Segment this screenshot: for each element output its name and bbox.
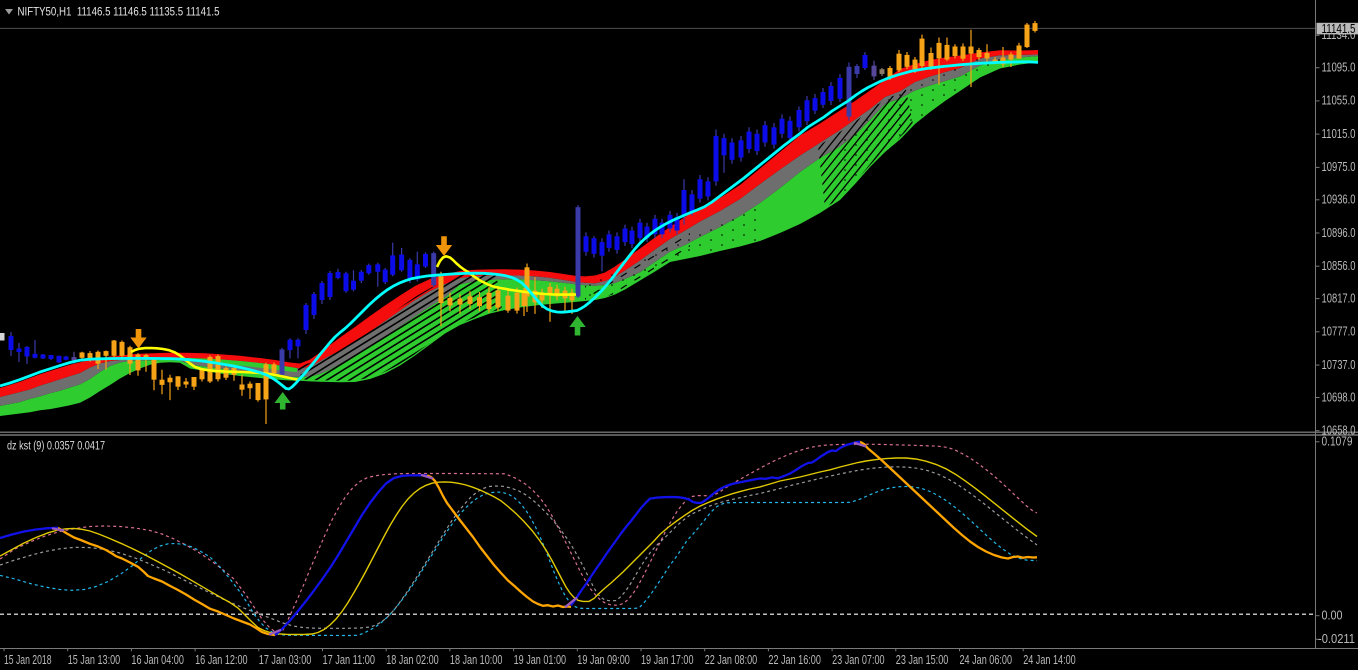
- svg-text:16 Jan 04:00: 16 Jan 04:00: [131, 653, 184, 667]
- svg-text:10817.0: 10817.0: [1322, 291, 1356, 305]
- svg-text:22 Jan 16:00: 22 Jan 16:00: [768, 653, 821, 667]
- svg-text:10856.0: 10856.0: [1322, 259, 1356, 273]
- svg-text:10896.0: 10896.0: [1322, 226, 1356, 240]
- svg-text:10936.0: 10936.0: [1322, 193, 1356, 207]
- svg-text:10975.0: 10975.0: [1322, 160, 1356, 174]
- svg-text:11095.0: 11095.0: [1322, 61, 1356, 75]
- svg-text:15 Jan 2018: 15 Jan 2018: [4, 653, 52, 667]
- svg-text:dz kst (9) 0.0357 0.0417: dz kst (9) 0.0357 0.0417: [7, 441, 105, 453]
- svg-text:22 Jan 08:00: 22 Jan 08:00: [705, 653, 758, 667]
- svg-text:10698.0: 10698.0: [1322, 390, 1356, 404]
- svg-text:18 Jan 02:00: 18 Jan 02:00: [386, 653, 439, 667]
- svg-text:19 Jan 09:00: 19 Jan 09:00: [577, 653, 630, 667]
- svg-text:0.00: 0.00: [1322, 609, 1343, 623]
- svg-text:11141.5: 11141.5: [1322, 22, 1356, 36]
- svg-text:24 Jan 06:00: 24 Jan 06:00: [960, 653, 1013, 667]
- svg-text:0.1079: 0.1079: [1322, 435, 1353, 449]
- svg-text:-0.0211: -0.0211: [1318, 632, 1355, 646]
- svg-text:16 Jan 12:00: 16 Jan 12:00: [195, 653, 248, 667]
- svg-text:18 Jan 10:00: 18 Jan 10:00: [450, 653, 503, 667]
- svg-text:23 Jan 07:00: 23 Jan 07:00: [832, 653, 885, 667]
- svg-text:15 Jan 13:00: 15 Jan 13:00: [68, 653, 121, 667]
- svg-text:23 Jan 15:00: 23 Jan 15:00: [896, 653, 949, 667]
- svg-text:19 Jan 01:00: 19 Jan 01:00: [514, 653, 567, 667]
- svg-text:10658.0: 10658.0: [1322, 424, 1356, 438]
- svg-text:10777.0: 10777.0: [1322, 325, 1356, 339]
- svg-text:19 Jan 17:00: 19 Jan 17:00: [641, 653, 694, 667]
- svg-text:17 Jan 03:00: 17 Jan 03:00: [259, 653, 312, 667]
- svg-text:17 Jan 11:00: 17 Jan 11:00: [323, 653, 376, 667]
- svg-text:24 Jan 14:00: 24 Jan 14:00: [1023, 653, 1076, 667]
- svg-text:NIFTY50,H1 11146.5 11146.5 11: NIFTY50,H1 11146.5 11146.5 11135.5 11141…: [18, 7, 220, 19]
- svg-text:10737.0: 10737.0: [1322, 358, 1356, 372]
- svg-text:11055.0: 11055.0: [1322, 94, 1356, 108]
- svg-text:11015.0: 11015.0: [1322, 127, 1356, 141]
